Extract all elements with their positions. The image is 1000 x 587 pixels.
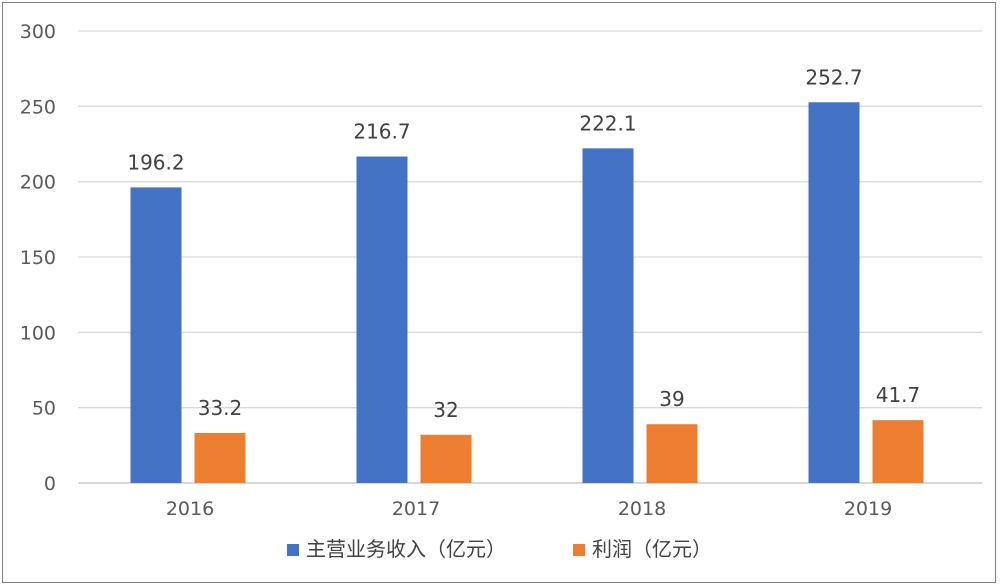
revenue-bar [356,156,408,483]
data-label: 39 [659,387,684,411]
data-label: 196.2 [127,150,184,174]
legend-swatch [573,544,585,556]
x-tick-label: 2018 [618,498,666,520]
profit-bar [646,424,698,483]
data-label: 252.7 [805,65,862,89]
data-label: 216.7 [353,120,410,144]
revenue-bar [808,102,860,484]
legend-swatch [287,544,299,556]
x-tick-label: 2017 [392,498,440,520]
data-label: 33.2 [198,396,243,420]
y-tick-label: 150 [20,247,56,269]
y-tick-label: 0 [44,473,56,495]
y-tick-label: 100 [20,322,56,344]
profit-bar [872,420,924,483]
data-label: 41.7 [876,383,921,407]
y-tick-label: 300 [20,21,56,43]
profit-bar [194,432,246,483]
x-tick-label: 2019 [844,498,892,520]
legend-label: 利润（亿元） [592,537,712,561]
data-label: 32 [433,398,458,422]
y-tick-label: 200 [20,172,56,194]
x-tick-label: 2016 [166,498,214,520]
y-tick-label: 50 [32,398,56,420]
profit-bar [420,434,472,483]
revenue-bar [130,187,182,483]
data-label: 222.1 [579,111,636,135]
legend-label: 主营业务收入（亿元） [306,537,506,561]
revenue-bar [582,148,634,484]
y-tick-label: 250 [20,96,56,118]
